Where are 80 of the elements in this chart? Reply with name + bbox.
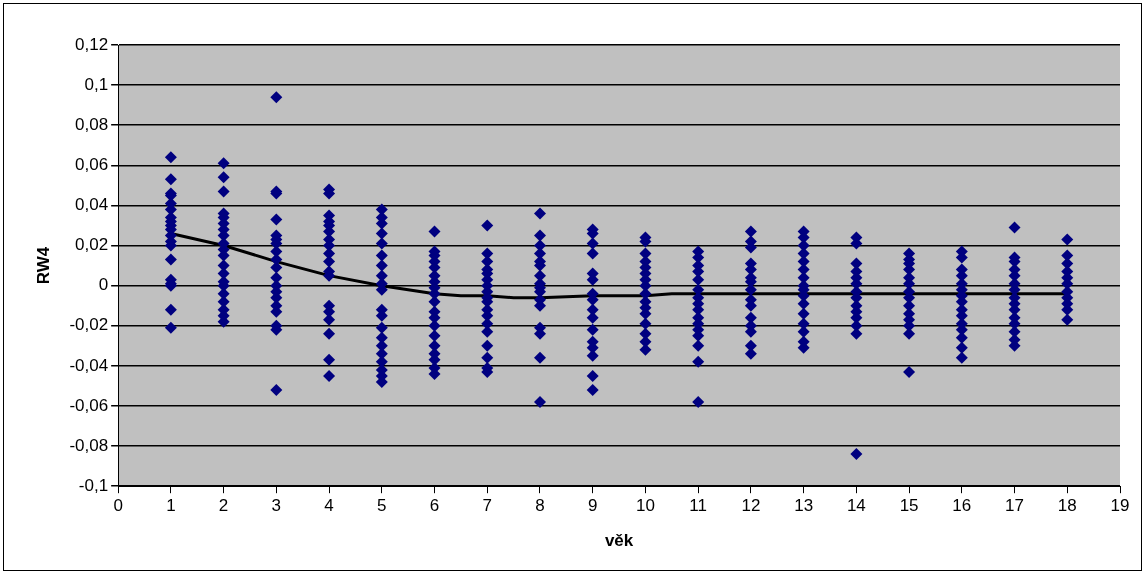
x-tick-label: 19: [1110, 496, 1130, 516]
x-tick-label: 3: [271, 496, 282, 516]
point: [850, 448, 863, 461]
y-tick-label: 0,06: [75, 155, 109, 175]
point: [533, 395, 546, 408]
x-tick-label: 6: [429, 496, 440, 516]
y-tick-label: 0,1: [84, 74, 109, 94]
point: [270, 383, 283, 396]
point: [744, 225, 757, 238]
point: [955, 341, 968, 354]
y-tick-label: -0,1: [78, 475, 109, 495]
point: [1061, 233, 1074, 246]
point: [586, 369, 599, 382]
point: [375, 259, 388, 272]
point: [1061, 313, 1074, 326]
point: [639, 317, 652, 330]
point: [692, 395, 705, 408]
point: [955, 351, 968, 364]
point: [375, 249, 388, 262]
point: [375, 321, 388, 334]
point: [1008, 221, 1021, 234]
point: [586, 323, 599, 336]
point: [323, 353, 336, 366]
x-tick-label: 10: [635, 496, 655, 516]
x-tick-label: 0: [113, 496, 123, 516]
y-tick-label: -0,08: [69, 435, 109, 455]
point: [270, 91, 283, 104]
point: [428, 225, 441, 238]
y-tick-label: -0,02: [69, 315, 109, 335]
y-tick-label: 0: [98, 275, 109, 295]
x-tick-label: 18: [1057, 496, 1077, 516]
point: [375, 237, 388, 250]
y-tick-label: 0,02: [75, 235, 109, 255]
point: [533, 229, 546, 242]
point: [481, 351, 494, 364]
x-tick-label: 13: [794, 496, 814, 516]
x-tick-label: 16: [952, 496, 972, 516]
point: [692, 355, 705, 368]
x-tick-label: 17: [1005, 496, 1024, 516]
y-tick-label: -0,06: [69, 395, 109, 415]
point: [323, 369, 336, 382]
point: [586, 247, 599, 260]
x-tick-label: 2: [218, 496, 229, 516]
x-tick-label: 12: [741, 496, 761, 516]
point: [270, 213, 283, 226]
point: [533, 207, 546, 220]
y-tick-label: 0,04: [75, 195, 109, 215]
point: [323, 327, 336, 340]
y-axis-title: RW4: [33, 246, 53, 285]
point: [217, 171, 230, 184]
x-tick-label: 15: [899, 496, 919, 516]
x-tick-label: 14: [846, 496, 866, 516]
point: [375, 227, 388, 240]
point: [586, 383, 599, 396]
x-tick-label: 5: [377, 496, 387, 516]
x-tick-label: 4: [324, 496, 334, 516]
point: [164, 321, 177, 334]
y-tick-label: 0,08: [75, 114, 109, 134]
y-tick-label: 0,12: [75, 34, 109, 54]
point: [481, 219, 494, 232]
y-tick-label: -0,04: [69, 355, 109, 375]
point: [481, 339, 494, 352]
x-axis-title: věk: [604, 531, 634, 551]
x-tick-label: 11: [689, 496, 707, 516]
point: [428, 329, 441, 342]
point: [217, 185, 230, 198]
x-tick-label: 1: [166, 496, 176, 516]
point: [164, 303, 177, 316]
point: [164, 173, 177, 186]
point: [903, 365, 916, 378]
point: [586, 237, 599, 250]
point: [797, 307, 810, 320]
x-tick-label: 9: [587, 496, 598, 516]
point: [217, 157, 230, 170]
x-tick-label: 8: [535, 496, 545, 516]
point: [164, 253, 177, 266]
point: [692, 339, 705, 352]
x-tick-label: 7: [482, 496, 492, 516]
point: [533, 351, 546, 364]
point: [164, 151, 177, 164]
